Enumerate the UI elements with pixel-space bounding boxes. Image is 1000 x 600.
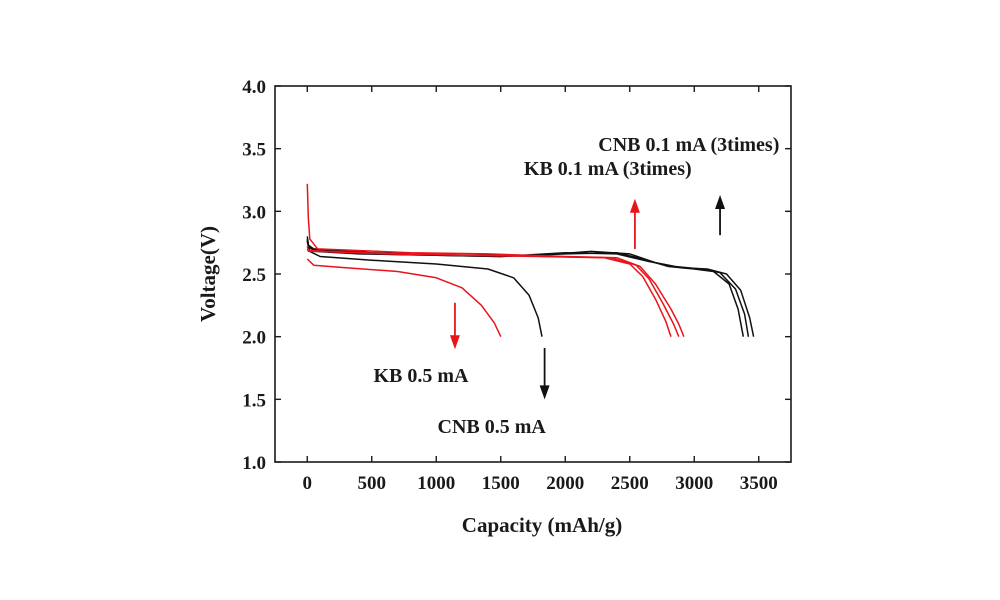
y-tick-label: 4.0: [242, 77, 266, 98]
series-line-6: [306, 248, 672, 337]
series-line-8: [306, 183, 685, 337]
x-tick-label: 2500: [611, 473, 649, 494]
annotation-label-3: KB 0.5 mA: [374, 365, 470, 387]
annotation-label-1: CNB 0.1 mA (3times): [598, 134, 779, 156]
y-axis-title: Voltage(V): [196, 226, 220, 322]
y-tick-label: 1.0: [242, 453, 266, 474]
x-tick-label: 0: [303, 473, 313, 494]
trend-arrow-4: [539, 347, 550, 400]
series-line-1: [306, 241, 543, 337]
x-axis-title: Capacity (mAh/g): [462, 513, 622, 537]
trend-arrow-2: [629, 198, 640, 249]
y-tick-label: 2.0: [242, 328, 266, 349]
x-tick-label: 1500: [482, 473, 520, 494]
x-tick-label: 1000: [417, 473, 455, 494]
series-line-2: [306, 258, 502, 338]
x-tick-label: 500: [358, 473, 387, 494]
annotation-label-4: CNB 0.5 mA: [438, 416, 547, 438]
x-tick-label: 3000: [675, 473, 713, 494]
trend-arrow-1: [715, 195, 726, 236]
y-tick-label: 2.5: [242, 265, 266, 286]
x-tick-label: 3500: [740, 473, 778, 494]
y-tick-label: 3.5: [242, 140, 266, 161]
trend-arrow-3: [449, 302, 460, 350]
y-tick-label: 1.5: [242, 390, 266, 411]
y-tick-label: 3.0: [242, 202, 266, 223]
x-tick-label: 2000: [546, 473, 584, 494]
annotation-label-2: KB 0.1 mA (3times): [524, 158, 692, 180]
